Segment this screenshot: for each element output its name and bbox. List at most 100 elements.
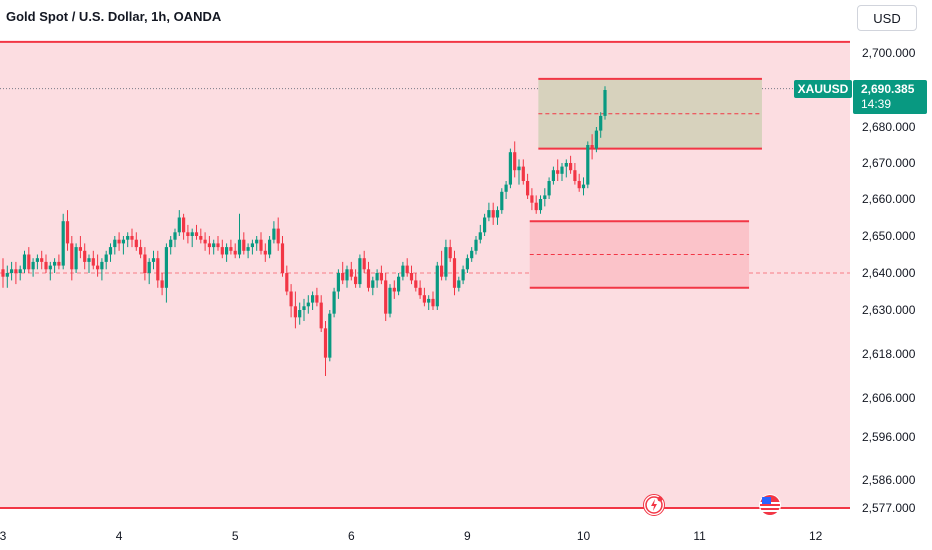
candle-body	[495, 210, 500, 218]
candle-body	[418, 287, 422, 296]
candle-body	[500, 191, 504, 211]
candle-body	[35, 258, 39, 262]
candle-body	[14, 269, 18, 273]
candle-body	[354, 276, 358, 285]
price-axis[interactable]	[850, 0, 932, 525]
candle-body	[422, 295, 426, 303]
candle-body	[491, 210, 495, 218]
candle-body	[366, 269, 371, 288]
candle-body	[323, 328, 328, 358]
bar-countdown: 14:39	[861, 97, 892, 111]
candle-body	[27, 254, 31, 270]
candle-body	[427, 298, 431, 303]
candle-body	[18, 269, 22, 273]
candle-body	[182, 217, 186, 233]
candlestick-chart[interactable]	[0, 0, 850, 525]
candle-body	[83, 250, 87, 262]
candle-body	[474, 239, 478, 251]
candle-body	[362, 258, 366, 270]
candle-body	[293, 306, 297, 318]
candle-body	[203, 239, 207, 244]
candle-body	[96, 265, 100, 270]
candle-body	[237, 239, 242, 255]
currency-selector[interactable]: USD	[857, 5, 917, 31]
candle-body	[78, 247, 82, 251]
candle-body	[306, 302, 310, 307]
candle-body	[392, 287, 396, 292]
time-tick-label: 4	[115, 529, 123, 543]
candle-body	[5, 273, 9, 277]
candle-body	[349, 269, 353, 277]
time-tick-label: 3	[0, 529, 7, 543]
candle-body	[268, 239, 272, 255]
candle-body	[126, 236, 130, 240]
candle-body	[341, 273, 345, 281]
candle-body	[229, 247, 233, 251]
candle-body	[405, 265, 409, 273]
candle-body	[74, 247, 78, 270]
candle-body	[448, 247, 452, 259]
candle-body	[280, 243, 285, 273]
us-flag-icon[interactable]	[759, 494, 781, 516]
time-tick-label: 11	[693, 529, 706, 543]
candle-body	[444, 247, 448, 277]
candle-body	[521, 166, 525, 181]
candle-body	[121, 239, 125, 244]
candle-body	[117, 239, 121, 244]
candle-body	[577, 181, 581, 189]
candle-body	[560, 166, 564, 174]
candle-body	[199, 236, 203, 240]
candle-body	[108, 247, 113, 255]
price-tick-label: 2,660.000	[862, 192, 916, 206]
candle-body	[151, 258, 156, 262]
candle-body	[220, 247, 224, 255]
candle-body	[100, 261, 104, 270]
candle-body	[336, 273, 340, 292]
candle-body	[44, 261, 48, 270]
chart-plot-area[interactable]	[0, 0, 850, 525]
candle-body	[113, 239, 117, 248]
time-axis[interactable]	[0, 525, 850, 550]
candle-body	[384, 280, 388, 314]
candle-body	[289, 291, 293, 307]
time-tick-label: 12	[809, 529, 823, 543]
candle-body	[285, 273, 289, 292]
candle-body	[504, 184, 508, 192]
price-tick-label: 2,586.000	[862, 473, 916, 487]
candle-body	[70, 243, 74, 270]
candle-body	[538, 199, 543, 211]
current-price-label: 2,690.385 14:39	[853, 80, 927, 114]
price-tick-label: 2,650.000	[862, 229, 916, 243]
time-tick-label: 10	[576, 529, 591, 543]
candle-body	[470, 250, 474, 259]
candle-body	[603, 90, 607, 116]
candle-body	[177, 217, 181, 233]
candle-body	[599, 115, 603, 131]
candle-body	[190, 232, 194, 236]
candle-body	[517, 166, 521, 171]
candle-body	[401, 265, 405, 277]
candle-body	[581, 184, 586, 189]
chart-title: Gold Spot / U.S. Dollar, 1h, OANDA	[6, 9, 222, 24]
candle-body	[332, 291, 336, 314]
candle-body	[48, 265, 52, 270]
candle-body	[526, 181, 530, 196]
candle-body	[379, 273, 383, 281]
price-tick-label: 2,670.000	[862, 156, 916, 170]
price-tick-label: 2,700.000	[862, 46, 916, 60]
candle-body	[31, 261, 35, 270]
candle-body	[186, 232, 190, 236]
candle-body	[534, 202, 538, 211]
lightning-icon[interactable]	[643, 494, 665, 516]
candle-body	[487, 210, 491, 218]
candle-body	[40, 258, 44, 262]
candle-body	[483, 217, 487, 233]
candle-body	[263, 250, 267, 255]
candle-body	[1, 269, 5, 277]
time-tick-label: 6	[347, 529, 355, 543]
candle-body	[594, 130, 598, 149]
candle-body	[207, 243, 211, 248]
candle-body	[397, 276, 401, 292]
current-price-value: 2,690.385	[861, 82, 915, 96]
candle-body	[139, 247, 143, 255]
